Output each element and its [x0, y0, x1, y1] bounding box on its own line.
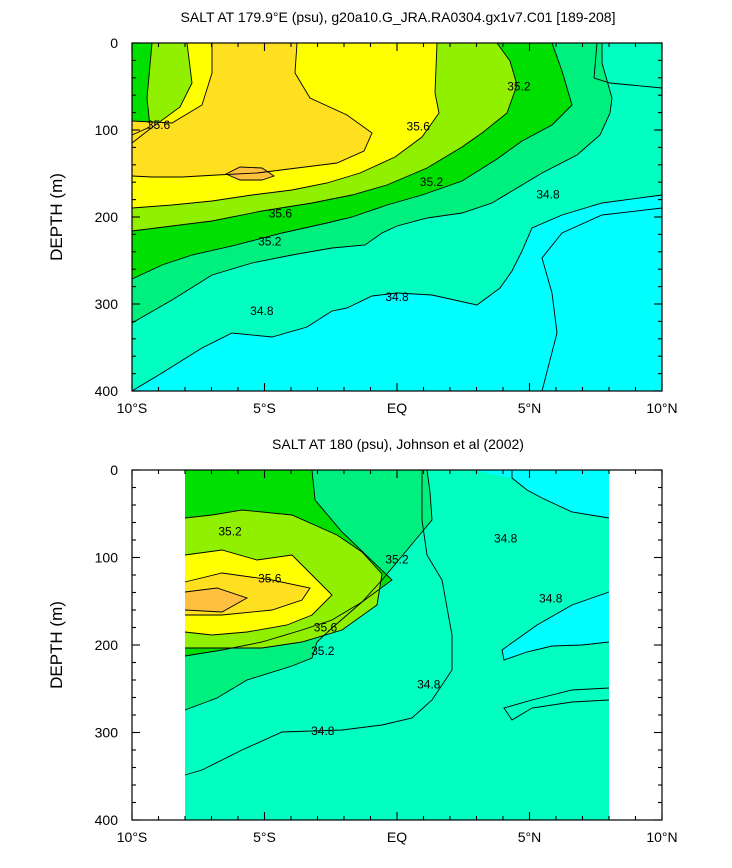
x-tick-label: 5°N	[518, 400, 542, 416]
contour-line-35.2	[184, 469, 393, 657]
y-axis-label: DEPTH (m)	[47, 601, 66, 689]
panel-observations: SALT AT 180 (psu), Johnson et al (2002)	[47, 436, 678, 845]
contour-line-34.8-northeast	[593, 42, 663, 89]
y-tick-label: 300	[95, 296, 119, 312]
contour-label: 34.8	[536, 187, 560, 201]
x-tick-label: 10°N	[646, 829, 677, 845]
contour-line-35.8-west	[131, 43, 213, 124]
contour-label: 35.2	[420, 175, 444, 189]
x-tick-label: EQ	[387, 829, 407, 845]
contour-label: 34.8	[417, 677, 441, 691]
x-tick-label: 5°S	[253, 400, 276, 416]
contour-line-35.6-west	[131, 42, 193, 144]
y-tick-label: 300	[95, 725, 119, 741]
panel-model: SALT AT 179.9°E (psu), g20a10.G_JRA.RA03…	[47, 9, 678, 416]
y-tick-label: 100	[95, 122, 119, 138]
panel-observations-title: SALT AT 180 (psu), Johnson et al (2002)	[272, 436, 524, 452]
panel-observations-axes: 10°S 5°S EQ 5°N 10°N 0 100 200 300 400 DEPTH (m)	[47, 462, 678, 845]
y-axis-label: DEPTH (m)	[47, 173, 66, 261]
y-tick-label: 400	[95, 812, 119, 828]
contour-label: 35.6	[269, 207, 293, 221]
band-gt-36.0	[185, 588, 247, 612]
contour-label: 35.6	[147, 118, 171, 132]
contour-line-35.8	[131, 42, 373, 178]
contour-line-35.2	[131, 42, 573, 280]
contour-label: 35.2	[507, 80, 531, 94]
panel-model-plot: 35.6 35.2 35.6 35.2 35.6 35.2 34.8 34.8 34.8 10°…	[47, 35, 678, 416]
y-tick-label: 100	[95, 550, 119, 566]
panel-observations-contour-labels: 35.2 35.2 34.8 35.6 34.8 35.6 35.2 34.8 34.8	[218, 524, 562, 738]
x-tick-label: 10°S	[117, 829, 148, 845]
contour-label: 35.6	[258, 572, 282, 586]
panel-model-title: SALT AT 179.9°E (psu), g20a10.G_JRA.RA03…	[181, 9, 616, 25]
contour-label: 35.6	[407, 120, 431, 134]
contour-line-34.8-east	[501, 591, 610, 661]
contour-label: 34.8	[311, 724, 335, 738]
contour-line-34.8-north	[511, 470, 610, 519]
contour-line-34.7	[503, 687, 610, 721]
contour-line-35.4-east	[131, 42, 518, 232]
contour-line-36.0	[184, 587, 249, 613]
contour-line-35.4	[184, 509, 383, 649]
y-tick-label: 0	[110, 462, 118, 478]
contour-line-35.6-east	[131, 42, 440, 209]
band-lt-34.8-north	[472, 470, 609, 518]
contour-line-34.9	[184, 470, 453, 776]
contour-label: 35.2	[311, 644, 335, 658]
x-tick-label: 5°S	[253, 829, 276, 845]
panel-model-axes: 10°S 5°S EQ 5°N 10°N 0 100 200 300 400 DEPTH (m)	[47, 35, 678, 416]
contour-line-35.0	[184, 469, 433, 711]
y-tick-label: 200	[95, 637, 119, 653]
contour-label: 35.6	[314, 621, 338, 635]
x-tick-label: 10°S	[117, 400, 148, 416]
contour-label: 35.2	[385, 552, 409, 566]
contour-line-36.0	[224, 166, 276, 181]
contour-line-35.8	[184, 572, 311, 616]
y-tick-label: 400	[95, 383, 119, 399]
contour-label: 35.2	[218, 524, 242, 538]
contour-label: 35.2	[258, 234, 282, 248]
contour-line-34.8	[131, 194, 663, 392]
panel-model-contour-labels: 35.6 35.2 35.6 35.2 35.6 35.2 34.8 34.8 34.8	[147, 80, 560, 318]
x-tick-label: EQ	[387, 400, 407, 416]
contour-label: 34.8	[494, 531, 518, 545]
x-tick-label: 10°N	[646, 400, 677, 416]
panel-observations-plot: 35.2 35.2 34.8 35.6 34.8 35.6 35.2 34.8 34.8 10°…	[47, 462, 678, 845]
band-lt-34.8-east	[502, 592, 609, 660]
y-tick-label: 200	[95, 209, 119, 225]
contour-line-35.0	[131, 43, 613, 324]
contour-label: 34.8	[385, 290, 409, 304]
y-tick-label: 0	[110, 35, 118, 51]
x-tick-label: 5°N	[518, 829, 542, 845]
panel-observations-frame	[131, 469, 663, 821]
contour-label: 34.8	[539, 592, 563, 606]
contour-label: 34.8	[250, 304, 274, 318]
panel-model-frame	[131, 42, 663, 392]
band-35.8-36.0	[132, 43, 372, 177]
contour-line-34.6	[541, 207, 663, 392]
contour-line-35.4-west	[131, 42, 153, 136]
contour-line-35.6	[184, 549, 333, 636]
